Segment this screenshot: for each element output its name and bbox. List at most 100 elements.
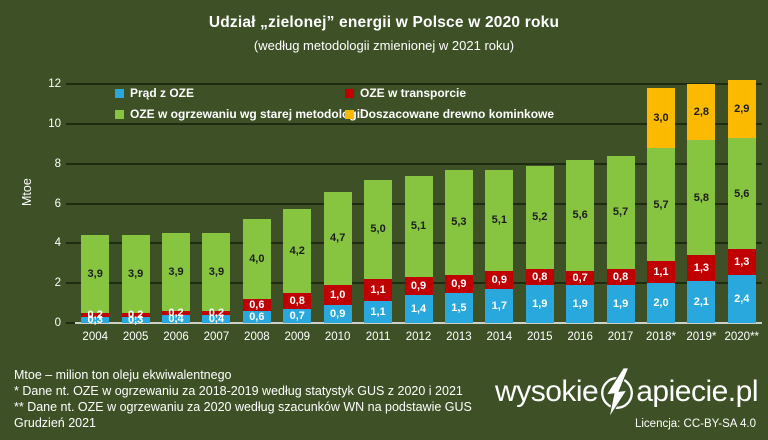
bar-segment	[323, 191, 352, 286]
x-axis-tick-label: 2005	[122, 331, 149, 343]
bar-segment	[121, 317, 150, 323]
x-axis-baseline	[75, 322, 762, 324]
bar-segment	[525, 269, 554, 286]
bar-segment	[485, 289, 514, 323]
bar-value-label: 3,9	[208, 266, 225, 279]
y-axis-tick-label: 10	[48, 117, 61, 130]
bar-value-label: 2,1	[693, 296, 710, 309]
y-axis-tick	[66, 242, 75, 245]
x-axis-tick-label: 2018*	[645, 331, 676, 343]
bar-segment	[646, 87, 675, 148]
chart-subtitle: (według metodologii zmienionej w 2021 ro…	[253, 38, 515, 53]
gridline	[75, 83, 762, 85]
bar-segment	[121, 313, 150, 318]
bar-segment	[81, 235, 110, 314]
legend-label: OZE w ogrzewaniu wg starej metodologii	[130, 107, 364, 121]
bar-value-label: 5,6	[734, 187, 750, 200]
bar-segment	[687, 139, 716, 256]
y-axis-tick	[66, 202, 75, 205]
bar-value-label: 0,2	[127, 309, 144, 322]
y-axis-tick-label: 4	[54, 237, 61, 250]
gridline	[75, 162, 762, 165]
bar-segment	[242, 311, 271, 323]
bar-segment	[81, 313, 110, 318]
bar-value-label: 0,9	[491, 274, 507, 287]
x-axis-tick-label: 2013	[446, 331, 472, 343]
bar-value-label: 5,2	[532, 211, 548, 224]
footnote-line: ** Dane nt. OZE w ogrzewaniu za 2020 wed…	[14, 400, 472, 414]
bar-value-label: 1,7	[491, 300, 507, 313]
bar-value-label: 1,9	[612, 298, 629, 311]
bar-value-label: 3,9	[87, 268, 103, 281]
bar-segment	[525, 285, 554, 323]
chart-title: Udział „zielonej” energii w Polsce w 202…	[208, 14, 560, 31]
bar-segment	[364, 279, 393, 302]
bar-value-label: 2,8	[693, 105, 710, 118]
bar-segment	[485, 169, 514, 272]
y-axis-tick	[66, 162, 75, 165]
y-axis-tick	[66, 282, 75, 285]
bar-value-label: 4,7	[330, 232, 346, 245]
x-axis-tick-label: 2011	[365, 331, 391, 343]
y-axis-tick	[66, 83, 75, 85]
bar-value-label: 5,1	[491, 214, 507, 227]
bar-value-label: 5,8	[693, 191, 710, 204]
bar-value-label: 1,9	[572, 298, 588, 311]
legend-swatch-blue	[115, 88, 124, 98]
x-axis-tick-label: 2009	[284, 331, 311, 343]
footnote-line: * Dane nt. OZE w ogrzewaniu za 2018-2019…	[14, 384, 463, 398]
bar-segment	[323, 285, 352, 306]
legend-item-oze-w-transporcie: OZE w transporcie	[345, 86, 554, 100]
bar-value-label: 4,0	[249, 253, 265, 266]
x-axis-tick-label: 2007	[203, 331, 230, 343]
legend-swatch-green	[115, 109, 124, 119]
bar-segment	[444, 169, 473, 276]
bar-segment	[283, 309, 312, 323]
legend-item-drewno-kominkowe: Doszacowane drewno kominkowe	[345, 107, 554, 121]
bar-segment	[566, 271, 595, 286]
bar-value-label: 1,9	[532, 298, 548, 311]
bar-segment	[202, 233, 231, 312]
bar-segment	[283, 293, 312, 310]
bar-value-label: 0,7	[289, 310, 305, 323]
bar-value-label: 0,9	[451, 278, 467, 291]
bar-segment	[606, 269, 635, 286]
gridline	[75, 122, 762, 125]
y-axis-tick	[66, 122, 75, 125]
bar-segment	[646, 261, 675, 284]
site-logo: wysokie apiecie.pl Licencja: CC-BY-SA 4.…	[495, 366, 758, 430]
bar-value-label: 1,0	[330, 289, 346, 302]
x-axis-tick-label: 2008	[244, 331, 270, 343]
bar-value-label: 0,2	[168, 307, 184, 320]
x-axis-tick-label: 2004	[82, 331, 109, 343]
bar-value-label: 5,0	[370, 223, 386, 236]
bar-value-label: 2,9	[734, 102, 750, 115]
bar-value-label: 2,4	[734, 293, 750, 306]
license-text: Licencja: CC-BY-SA 4.0	[634, 418, 756, 430]
bar-value-label: 2,0	[653, 297, 669, 310]
bar-segment	[566, 285, 595, 323]
legend-item-oze-w-ogrzewaniu: OZE w ogrzewaniu wg starej metodologii	[115, 107, 363, 121]
bar-segment	[202, 311, 231, 316]
bar-segment	[444, 275, 473, 294]
bar-segment	[162, 233, 191, 312]
y-axis-tick-label: 8	[54, 157, 61, 170]
bar-value-label: 1,4	[410, 303, 427, 316]
x-axis-tick-label: 2006	[163, 331, 189, 343]
bar-segment	[566, 159, 595, 272]
bar-segment	[242, 219, 271, 300]
bar-value-label: 0,6	[249, 311, 265, 324]
bar-value-label: 4,2	[289, 245, 305, 258]
lightning-bolt-icon	[601, 367, 634, 419]
bar-value-label: 0,2	[208, 307, 225, 320]
bar-value-label: 0,8	[612, 271, 629, 284]
bar-segment	[121, 235, 150, 314]
y-axis-tick-label: 2	[54, 277, 61, 290]
legend-item-prad-z-oze: Prąd z OZE	[115, 86, 345, 100]
x-axis-tick-label: 2017	[607, 331, 634, 343]
bar-segment	[687, 84, 716, 140]
x-axis-tick-label: 2020**	[724, 331, 760, 343]
bar-segment	[687, 255, 716, 282]
bar-segment	[606, 155, 635, 270]
